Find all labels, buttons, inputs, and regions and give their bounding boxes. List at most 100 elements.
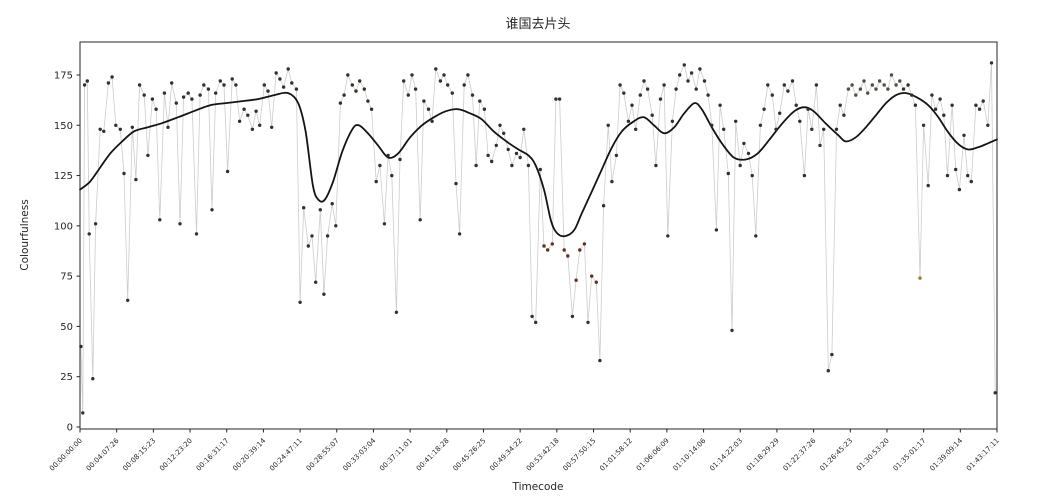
data-point	[986, 123, 990, 128]
data-point	[470, 93, 475, 97]
data-point	[106, 81, 111, 85]
data-point	[645, 87, 650, 91]
data-point	[281, 85, 286, 89]
data-point	[802, 173, 807, 178]
data-point	[402, 79, 406, 83]
data-point	[262, 83, 266, 87]
data-point	[110, 75, 114, 79]
x-tick-label: 00:08:15:23	[121, 437, 157, 473]
y-tick-label: 125	[54, 171, 73, 182]
data-point	[594, 280, 598, 284]
data-point	[566, 254, 570, 258]
data-point	[526, 163, 531, 168]
data-point	[310, 234, 314, 238]
data-point	[146, 153, 150, 158]
data-point	[666, 234, 670, 238]
data-point	[622, 91, 626, 95]
data-point	[342, 93, 346, 97]
data-point	[662, 83, 666, 87]
data-point	[290, 81, 294, 85]
data-point	[302, 206, 306, 210]
data-point	[202, 83, 206, 87]
data-point	[850, 83, 854, 87]
x-tick-label: 01:18:29:29	[745, 437, 781, 473]
x-tick-label: 00:20:39:14	[231, 436, 267, 472]
data-point	[126, 298, 130, 302]
data-point	[366, 99, 370, 103]
x-tick-label: 01:06:06:09	[635, 437, 671, 473]
data-point	[694, 87, 698, 91]
x-tick-label: 01:35:01:17	[892, 437, 928, 473]
data-point	[782, 83, 786, 87]
data-point	[969, 179, 973, 184]
x-tick-label: 01:30:53:20	[855, 437, 891, 473]
data-point	[945, 173, 950, 178]
data-point	[413, 87, 418, 91]
data-point	[394, 310, 399, 314]
data-point	[686, 79, 690, 83]
data-point	[981, 99, 985, 103]
data-point	[314, 280, 318, 284]
data-point	[434, 67, 438, 71]
data-point	[87, 232, 91, 236]
data-point	[250, 127, 255, 131]
x-tick-label: 01:14:22:03	[708, 437, 744, 473]
data-point	[534, 320, 538, 325]
data-point	[826, 369, 830, 373]
data-point	[901, 87, 906, 91]
data-point	[654, 163, 658, 168]
data-point	[974, 103, 978, 107]
data-point	[158, 218, 162, 222]
x-tick-label: 00:45:26:25	[452, 437, 488, 473]
data-point	[91, 377, 95, 381]
data-point	[242, 107, 246, 111]
data-point	[786, 89, 790, 93]
y-axis-ticks: 0 25 50 75 100 125 150 175	[54, 70, 80, 433]
data-point	[574, 278, 578, 282]
data-point	[798, 119, 802, 124]
data-point	[766, 83, 770, 87]
data-point	[237, 119, 242, 124]
data-point	[562, 248, 566, 252]
data-point	[933, 107, 938, 111]
data-point	[166, 125, 170, 129]
data-point	[954, 167, 958, 172]
data-point	[502, 131, 506, 135]
data-point	[218, 79, 222, 83]
data-point	[830, 352, 834, 357]
data-point	[162, 91, 167, 95]
data-point	[98, 127, 102, 131]
data-point	[246, 113, 250, 117]
data-point	[578, 248, 582, 252]
data-point	[318, 208, 322, 212]
data-point	[993, 391, 997, 395]
data-point	[814, 83, 819, 87]
data-point	[266, 89, 270, 93]
data-point	[610, 179, 614, 184]
chart-title: 谁国去片头	[505, 17, 571, 32]
x-tick-label: 01:39:09:14	[928, 436, 964, 472]
data-point	[898, 79, 902, 83]
x-tick-label: 01:22:37:26	[782, 436, 818, 472]
data-point	[918, 276, 922, 280]
data-point	[102, 129, 106, 133]
x-tick-label: 01:01:58:12	[598, 437, 634, 473]
data-point	[278, 77, 282, 81]
data-point	[410, 73, 414, 77]
x-tick-label: 00:41:18:28	[415, 437, 451, 473]
data-point	[190, 97, 194, 101]
data-point	[369, 107, 374, 111]
data-point	[926, 183, 930, 188]
data-point	[390, 173, 394, 178]
data-point	[482, 107, 487, 111]
data-point	[758, 123, 763, 128]
data-point	[406, 93, 410, 97]
data-point	[598, 358, 602, 363]
data-point	[938, 97, 942, 101]
data-point	[178, 222, 182, 226]
data-point	[950, 103, 954, 107]
data-point	[186, 91, 190, 95]
data-point	[222, 83, 226, 87]
data-point	[114, 123, 118, 128]
data-point	[522, 127, 526, 131]
